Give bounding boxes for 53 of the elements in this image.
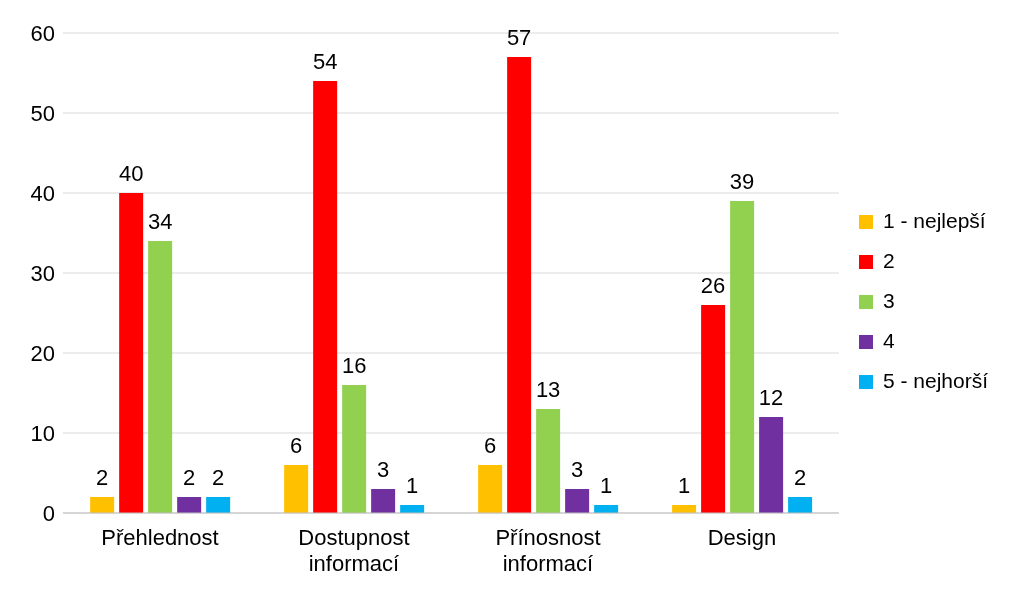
data-label: 2 <box>793 465 807 490</box>
y-tick-label: 30 <box>30 260 55 286</box>
data-label: 16 <box>341 353 367 378</box>
data-label: 39 <box>729 169 755 194</box>
data-label: 3 <box>571 457 584 482</box>
y-tick-label: 60 <box>30 20 55 46</box>
y-tick-label: 20 <box>30 340 55 366</box>
data-label: 2 <box>212 465 225 490</box>
bar <box>507 57 532 513</box>
data-label: 6 <box>484 433 497 458</box>
y-tick-label: 0 <box>42 500 55 526</box>
bar <box>90 497 115 513</box>
y-tick-label: 50 <box>30 100 55 126</box>
x-tick-label: Design <box>707 525 777 550</box>
bar <box>119 193 144 513</box>
data-label: 6 <box>290 433 303 458</box>
data-label: 13 <box>535 377 561 402</box>
bar <box>565 489 590 513</box>
data-label: 2 <box>183 465 196 490</box>
bar <box>478 465 503 513</box>
x-tick-label: Dostupnost informací <box>298 525 410 576</box>
data-label: 1 <box>600 473 613 498</box>
data-label: 12 <box>758 385 784 410</box>
bar <box>759 417 784 513</box>
bar <box>342 385 367 513</box>
data-label: 1 <box>406 473 419 498</box>
x-tick-label: Přínosnost informací <box>495 525 601 576</box>
data-label: 40 <box>118 161 144 186</box>
bar <box>371 489 396 513</box>
y-tick-label: 40 <box>30 180 55 206</box>
bar <box>313 81 338 513</box>
data-label: 54 <box>312 49 338 74</box>
data-label: 26 <box>700 273 726 298</box>
data-label: 2 <box>96 465 109 490</box>
data-label: 57 <box>506 25 532 50</box>
legend-label: 4 <box>882 328 895 352</box>
legend-label: 1 - nejlepší <box>882 208 986 232</box>
bar <box>536 409 561 513</box>
bar <box>284 465 309 513</box>
data-label: 3 <box>377 457 390 482</box>
bar <box>788 497 813 513</box>
data-label: 1 <box>677 473 691 498</box>
data-label: 34 <box>147 209 173 234</box>
legend-label: 2 <box>882 248 895 272</box>
x-tick-label: Přehlednost <box>101 525 219 550</box>
legend-label: 5 - nejhorší <box>882 368 988 392</box>
bar <box>177 497 202 513</box>
y-tick-label: 10 <box>30 420 55 446</box>
bar <box>206 497 231 513</box>
bar <box>730 201 755 513</box>
bar <box>148 241 173 513</box>
legend-label: 3 <box>882 288 895 312</box>
bar <box>701 305 726 513</box>
